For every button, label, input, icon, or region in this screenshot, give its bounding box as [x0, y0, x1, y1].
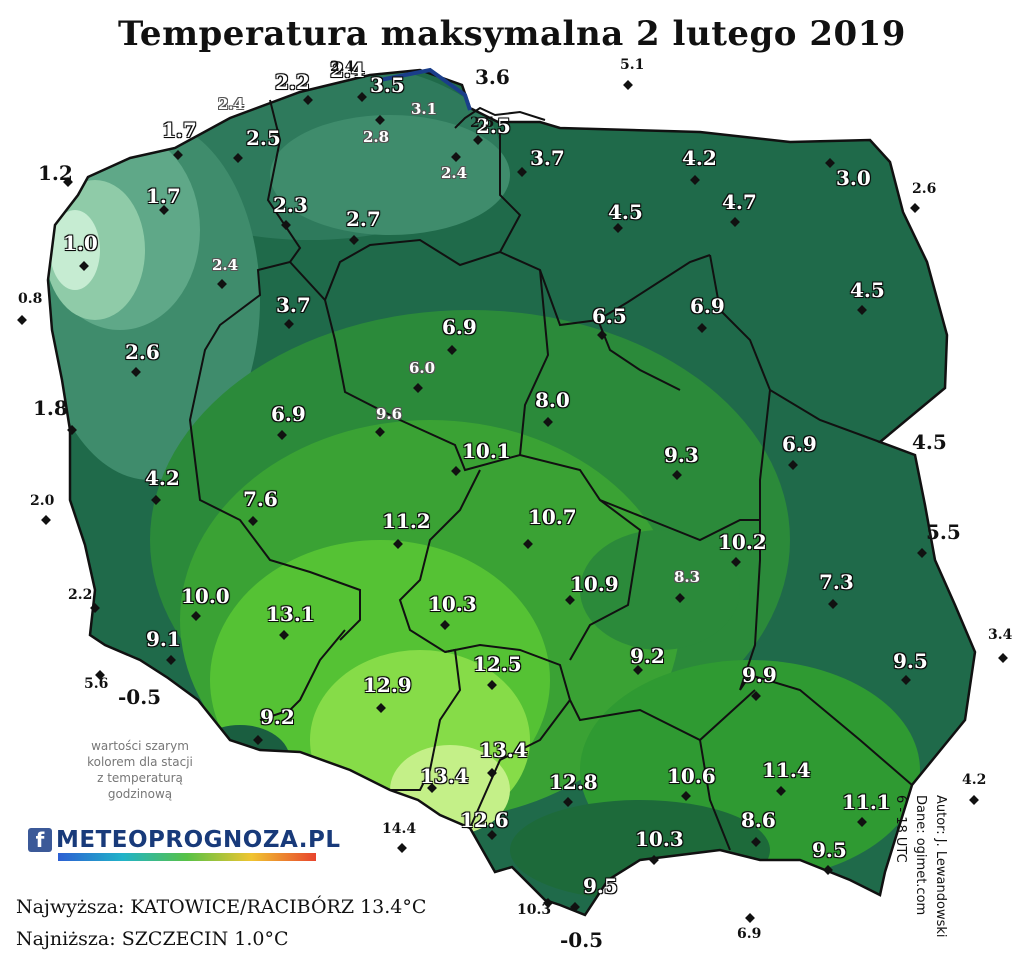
station-value: 9.5 — [812, 838, 847, 862]
station-value: 7.6 — [243, 487, 278, 511]
station-value: 9.1 — [146, 627, 181, 651]
brand-name: METEOPROGNOZA.PL — [56, 827, 341, 853]
station-value: 2.5 — [476, 114, 511, 138]
time-range: 6 - 18 UTC — [893, 795, 908, 863]
station-value: 1.8 — [33, 396, 68, 420]
station-value: 11.1 — [842, 790, 891, 814]
brand-color-bar — [58, 853, 316, 861]
station-value: 7.3 — [819, 570, 854, 594]
lowest-temperature: Najniższa: SZCZECIN 1.0°C — [16, 928, 289, 950]
station-value: 3.7 — [530, 146, 565, 170]
brand-logo[interactable]: f METEOPROGNOZA.PL — [28, 820, 341, 860]
station-value: 10.1 — [462, 439, 511, 463]
station-value: 2.5 — [470, 115, 495, 131]
data-source: Dane: ogimet.com — [913, 795, 928, 916]
station-value: 3.5 — [370, 73, 405, 97]
station-value: 6.9 — [782, 432, 817, 456]
station-value: 5.1 — [620, 57, 645, 73]
station-value: 3.1 — [411, 100, 438, 118]
station-value: 9.2 — [630, 644, 665, 668]
note-line: kolorem dla stacji — [87, 755, 193, 769]
station-value: 5.5 — [926, 520, 961, 544]
station-value: 2.8 — [363, 128, 390, 146]
station-value: 2.7 — [346, 207, 381, 231]
station-value: 8.6 — [741, 808, 776, 832]
map-title: Temperatura maksymalna 2 lutego 2019 — [118, 14, 906, 54]
facebook-icon[interactable]: f — [28, 828, 52, 852]
station-value: 2.2 — [68, 587, 93, 603]
station-value: 6.9 — [271, 402, 306, 426]
station-value: 2.4 — [212, 256, 239, 274]
station-value: 2.6 — [912, 181, 937, 197]
station-value: 1.7 — [146, 184, 181, 208]
station-value: 2.4 — [441, 164, 468, 182]
station-value: 12.9 — [363, 673, 412, 697]
station-value: 10.7 — [528, 505, 577, 529]
station-value: -0.5 — [560, 928, 604, 952]
station-value: 1.2 — [38, 161, 73, 185]
station-value: 4.7 — [722, 190, 757, 214]
station-value: 4.2 — [145, 466, 180, 490]
note-line: godzinową — [107, 787, 173, 801]
station-value: 0.8 — [18, 291, 43, 307]
station-value: 13.1 — [266, 602, 315, 626]
station-value: 9.9 — [742, 663, 777, 687]
highest-temperature: Najwyższa: KATOWICE/RACIBÓRZ 13.4°C — [16, 896, 427, 918]
station-value: 14.4 — [382, 821, 417, 837]
station-value: 1.0 — [63, 231, 98, 255]
station-value: 8.3 — [674, 568, 701, 586]
station-value: 2.2 — [275, 70, 310, 94]
station-value: 2.4 — [330, 58, 365, 82]
station-value: 10.0 — [181, 584, 230, 608]
station-value: 6.9 — [442, 315, 477, 339]
station-value: 11.2 — [382, 509, 431, 533]
station-value: 10.3 — [428, 592, 477, 616]
station-value: 9.5 — [893, 649, 928, 673]
station-value: 10.3 — [635, 827, 684, 851]
station-value: 10.9 — [570, 572, 619, 596]
station-value: 8.0 — [535, 388, 570, 412]
station-value: 4.2 — [682, 146, 717, 170]
station-value: 10.6 — [667, 764, 716, 788]
station-value: 13.4 — [420, 764, 469, 788]
station-value: 3.7 — [276, 293, 311, 317]
author-credits: Autor: J. Lewandowski Dane: ogimet.com 6… — [884, 795, 956, 955]
station-value: 1.7 — [162, 118, 197, 142]
note-line: z temperaturą — [97, 771, 183, 785]
station-value: 9.3 — [664, 443, 699, 467]
station-value: 4.5 — [608, 200, 643, 224]
station-value: 2.0 — [30, 493, 55, 509]
station-value: 3.4 — [988, 627, 1013, 643]
station-value: 10.2 — [718, 530, 767, 554]
station-value: 10.3 — [517, 902, 552, 918]
station-value: 12.5 — [473, 652, 522, 676]
station-value: 6.0 — [409, 359, 436, 377]
station-value: 12.6 — [460, 808, 509, 832]
station-value: 9.2 — [260, 705, 295, 729]
station-value: 4.2 — [962, 772, 987, 788]
station-value: 12.8 — [549, 770, 598, 794]
station-value: 6.9 — [737, 926, 762, 942]
station-value: 3.6 — [475, 65, 510, 89]
station-value: 4.5 — [912, 430, 947, 454]
station-value: 2.3 — [273, 193, 308, 217]
station-value: 11.4 — [762, 758, 811, 782]
station-value: 2.4 — [218, 95, 245, 113]
gray-values-note: wartości szarym kolorem dla stacji z tem… — [70, 738, 210, 802]
station-value: 2.6 — [125, 340, 160, 364]
station-value: 2.5 — [246, 126, 281, 150]
station-value: 2.4 — [330, 59, 355, 75]
author-name: Autor: J. Lewandowski — [933, 795, 948, 938]
note-line: wartości szarym — [91, 739, 189, 753]
station-value: 6.9 — [690, 294, 725, 318]
station-value: -0.5 — [118, 685, 162, 709]
station-value: 6.5 — [592, 304, 627, 328]
station-value: 9.6 — [376, 405, 403, 423]
station-value: 4.5 — [850, 278, 885, 302]
station-value: 13.4 — [479, 738, 528, 762]
station-value: 3.0 — [836, 166, 871, 190]
station-value: 9.5 — [583, 874, 618, 898]
station-value: 5.6 — [84, 676, 109, 692]
